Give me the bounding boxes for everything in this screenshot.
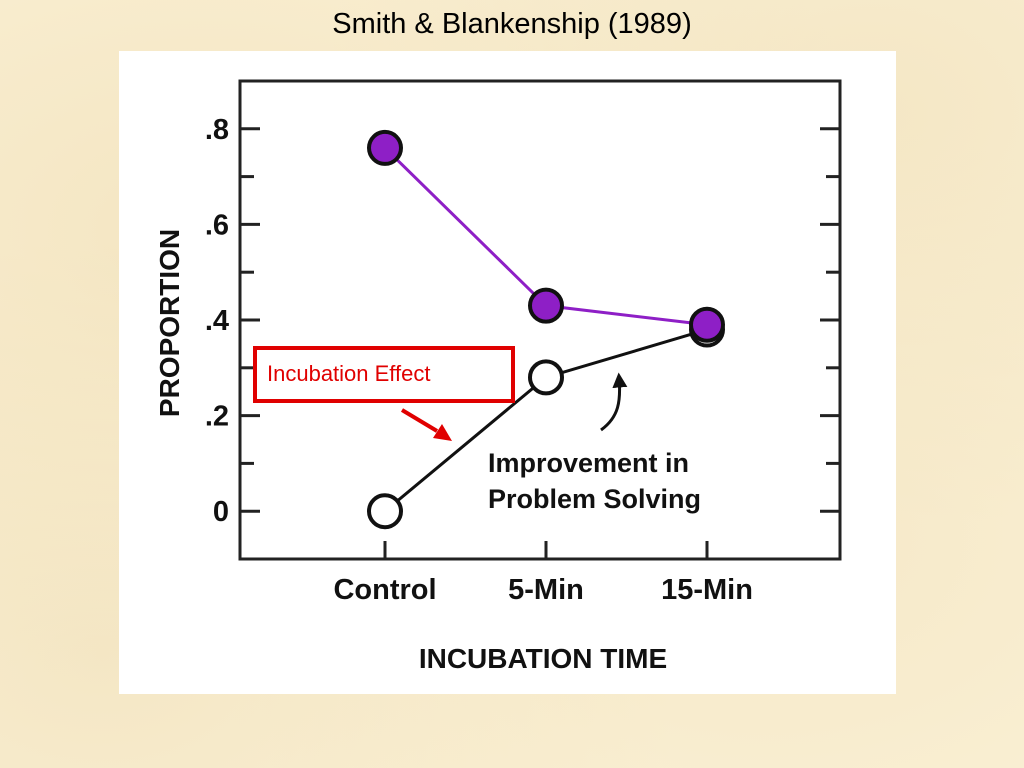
figure-panel: 0.2.4.6.8 Control 5-Min 15-Min PROPORTION … (119, 51, 896, 694)
y-tick-label: .2 (205, 401, 229, 433)
x-tick-label: 15-Min (661, 574, 753, 606)
curved-arrow-icon (600, 372, 628, 432)
y-axis-title: PROPORTION (154, 229, 185, 417)
line-chart: 0.2.4.6.8 Control 5-Min 15-Min PROPORTION … (154, 79, 842, 674)
improvement-annotation: Improvement in Problem Solving (488, 448, 701, 514)
red-arrow-shaft (400, 408, 439, 433)
data-point-filled (367, 129, 403, 166)
x-tick-label: Control (333, 574, 436, 606)
incubation-effect-label: Incubation Effect (267, 361, 431, 386)
data-point-open (367, 493, 403, 530)
red-arrow-icon (433, 424, 452, 441)
improvement-line-2: Problem Solving (488, 484, 701, 514)
y-tick-label: .4 (205, 305, 229, 337)
x-axis-title: INCUBATION TIME (419, 643, 667, 674)
data-point-filled (689, 306, 725, 343)
x-tick-label: 5-Min (508, 574, 584, 606)
slide-title: Smith & Blankenship (1989) (332, 8, 692, 40)
data-point-open (528, 359, 564, 396)
data-point-filled (528, 287, 564, 324)
y-tick-label: 0 (213, 496, 229, 528)
y-tick-label: .8 (205, 114, 229, 146)
incubation-effect-box (253, 346, 515, 403)
improvement-line-1: Improvement in (488, 448, 689, 478)
y-tick-label: .6 (205, 209, 229, 241)
